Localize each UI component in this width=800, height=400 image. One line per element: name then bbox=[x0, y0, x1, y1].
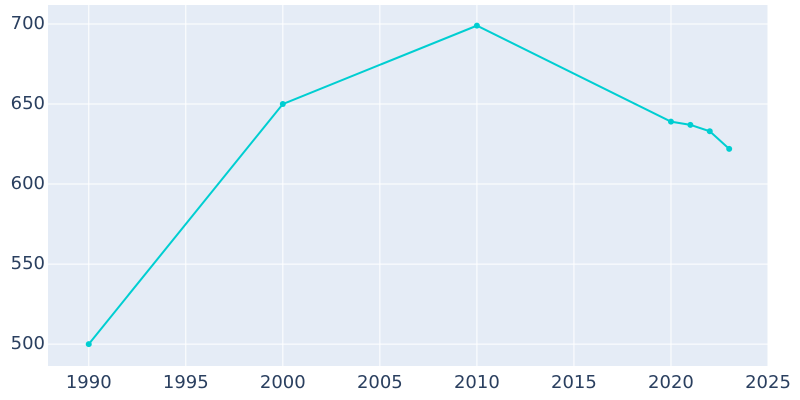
x-tick-label: 1995 bbox=[163, 372, 209, 393]
point bbox=[85, 341, 92, 348]
y-tick-label: 600 bbox=[11, 173, 45, 194]
x-tick-label: 2005 bbox=[357, 372, 403, 393]
y-tick-label: 700 bbox=[11, 13, 45, 34]
y-tick-label: 650 bbox=[11, 93, 45, 114]
x-tick-label: 1990 bbox=[66, 372, 112, 393]
y-tick-label: 550 bbox=[11, 253, 45, 274]
x-tick-label: 2020 bbox=[648, 372, 694, 393]
x-tick-label: 2010 bbox=[454, 372, 500, 393]
x-tick-label: 2000 bbox=[260, 372, 306, 393]
y-tick-label: 500 bbox=[11, 333, 45, 354]
point bbox=[279, 101, 286, 108]
point bbox=[473, 22, 480, 29]
point bbox=[706, 128, 713, 135]
x-tick-label: 2025 bbox=[745, 372, 791, 393]
x-tick-label: 2015 bbox=[551, 372, 597, 393]
point bbox=[726, 145, 733, 152]
point bbox=[687, 121, 694, 128]
plot-area bbox=[48, 5, 768, 366]
point bbox=[667, 118, 674, 125]
